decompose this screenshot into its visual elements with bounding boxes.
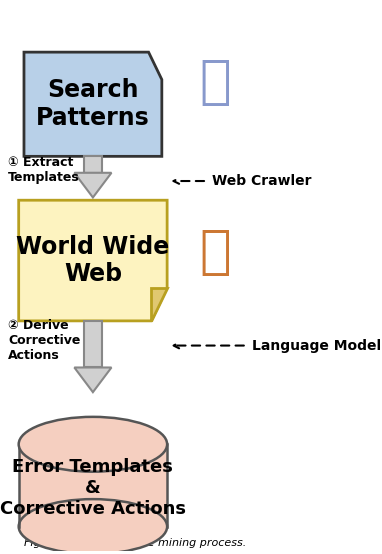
Polygon shape: [19, 200, 167, 321]
Text: 🤖: 🤖: [199, 227, 231, 278]
Text: Figure 2: System of the mining process.: Figure 2: System of the mining process.: [24, 538, 246, 548]
Text: Web Crawler: Web Crawler: [212, 174, 312, 188]
Text: Error Templates
&
Corrective Actions: Error Templates & Corrective Actions: [0, 458, 186, 518]
Ellipse shape: [19, 499, 167, 554]
Bar: [84, 321, 102, 367]
Polygon shape: [151, 288, 167, 321]
Polygon shape: [24, 52, 162, 156]
Text: World Wide
Web: World Wide Web: [16, 235, 170, 286]
Polygon shape: [74, 173, 112, 197]
Ellipse shape: [19, 417, 167, 471]
Bar: [84, 156, 102, 173]
Text: ② Derive
Corrective
Actions: ② Derive Corrective Actions: [8, 319, 81, 362]
Text: 🐛: 🐛: [199, 57, 231, 108]
Text: Search
Patterns: Search Patterns: [36, 78, 150, 130]
Bar: [19, 444, 167, 526]
Polygon shape: [74, 367, 112, 392]
Text: ① Extract
Templates: ① Extract Templates: [8, 156, 80, 184]
Text: Language Model: Language Model: [252, 338, 381, 352]
